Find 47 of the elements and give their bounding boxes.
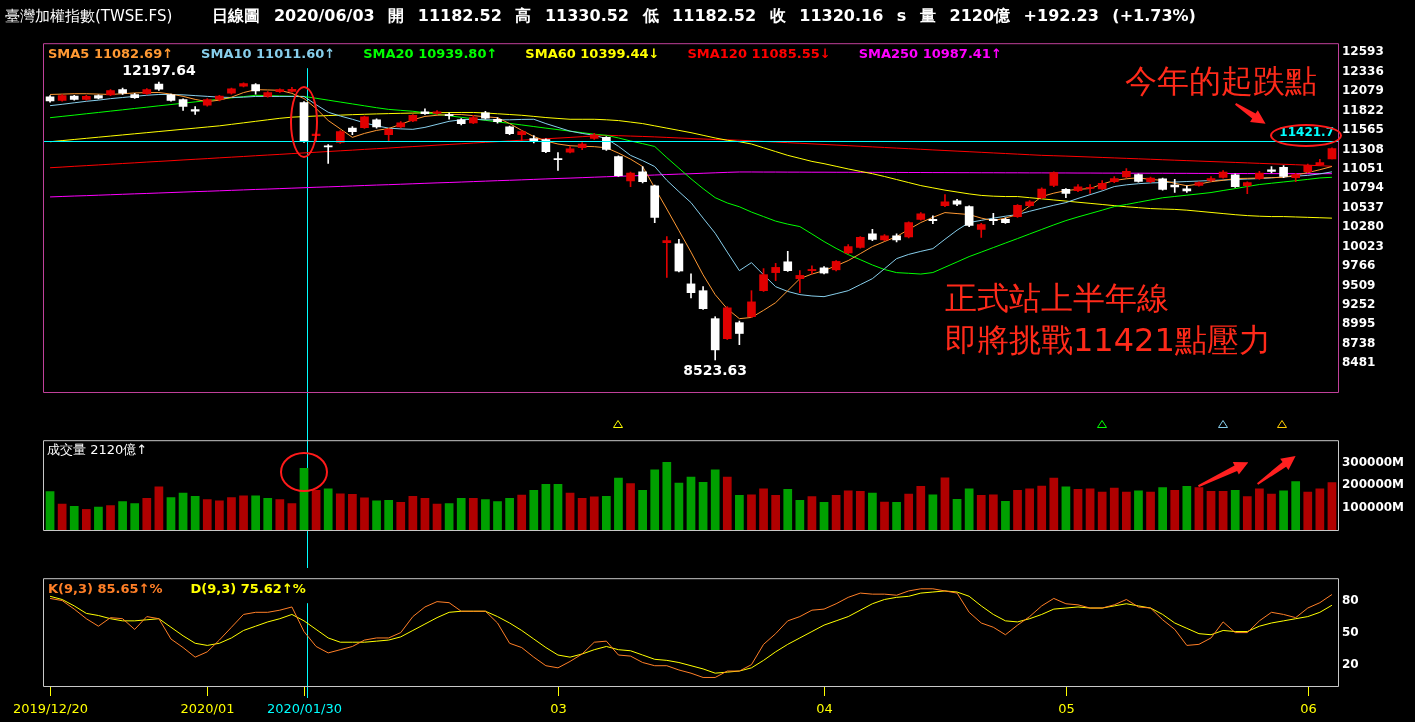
text: SMA250 10987.41↑ — [858, 46, 1002, 62]
y-tick-label: 9509 — [1342, 277, 1376, 292]
text: SMA5 11082.69↑ — [48, 46, 174, 62]
chart-title: 成交量 2120億↑ — [47, 442, 148, 458]
series-label: K(9,3) 85.65↑% — [48, 581, 163, 597]
x-tick-label: 05 — [1058, 700, 1075, 716]
y-tick-label: 10794 — [1342, 180, 1384, 195]
chart-title: 臺灣加權指數(TWSE.FS) — [5, 7, 173, 26]
annotation: 今年的起跌點 — [1125, 62, 1317, 101]
y-tick-label: 8738 — [1342, 335, 1376, 350]
x-tick-label: 2020/01/30 — [267, 700, 342, 716]
y-tick-label: 50 — [1342, 624, 1359, 639]
y-tick-label: 200000M — [1342, 477, 1405, 492]
text: SMA120 11085.55↓ — [687, 46, 831, 62]
y-tick-label: 12079 — [1342, 83, 1384, 98]
y-tick-label: 9252 — [1342, 297, 1376, 312]
y-tick-label: 10280 — [1342, 219, 1384, 234]
y-tick-label: 80 — [1342, 592, 1359, 607]
y-tick-label: 8481 — [1342, 355, 1376, 370]
y-tick-label: 9766 — [1342, 258, 1376, 273]
y-tick-label: 12336 — [1342, 63, 1384, 78]
x-tick-label: 2019/12/20 — [13, 700, 88, 716]
x-tick-label: 06 — [1300, 700, 1317, 716]
y-tick-label: 11565 — [1342, 122, 1384, 137]
y-tick-label: 300000M — [1342, 454, 1405, 469]
text: SMA60 10399.44↓ — [525, 46, 660, 62]
text: SMA20 10939.80↑ — [363, 46, 498, 62]
chart-subtitle: 日線圖 2020/06/03 開 11182.52 高 11330.52 低 11182.52 收 11320.16 s 量 2120億 +192.23 (+1.73%) — [212, 6, 1196, 27]
y-tick-label: 11822 — [1342, 102, 1384, 117]
y-tick-label: 10023 — [1342, 238, 1384, 253]
annotation: 8523.63 — [683, 361, 748, 378]
text: SMA10 11011.60↑ — [201, 46, 336, 62]
series-label: D(9,3) 75.62↑% — [190, 581, 306, 597]
x-tick-label: 2020/01 — [180, 700, 235, 716]
annotation: 即將挑戰11421點壓力 — [945, 321, 1271, 360]
y-tick-label: 100000M — [1342, 499, 1405, 514]
ref-line-label: 11421.7 — [1279, 124, 1334, 139]
y-tick-label: 11051 — [1342, 161, 1384, 175]
y-tick-label: 12593 — [1342, 44, 1384, 59]
y-tick-label: 8995 — [1342, 316, 1376, 331]
y-tick-label: 10537 — [1342, 199, 1384, 214]
x-tick-label: 04 — [816, 700, 833, 716]
x-tick-label: 03 — [550, 700, 567, 716]
y-tick-label: 11308 — [1342, 141, 1384, 156]
annotation: 正式站上半年線 — [945, 279, 1169, 318]
y-tick-label: 20 — [1342, 656, 1359, 671]
annotation: 12197.64 — [122, 61, 196, 78]
